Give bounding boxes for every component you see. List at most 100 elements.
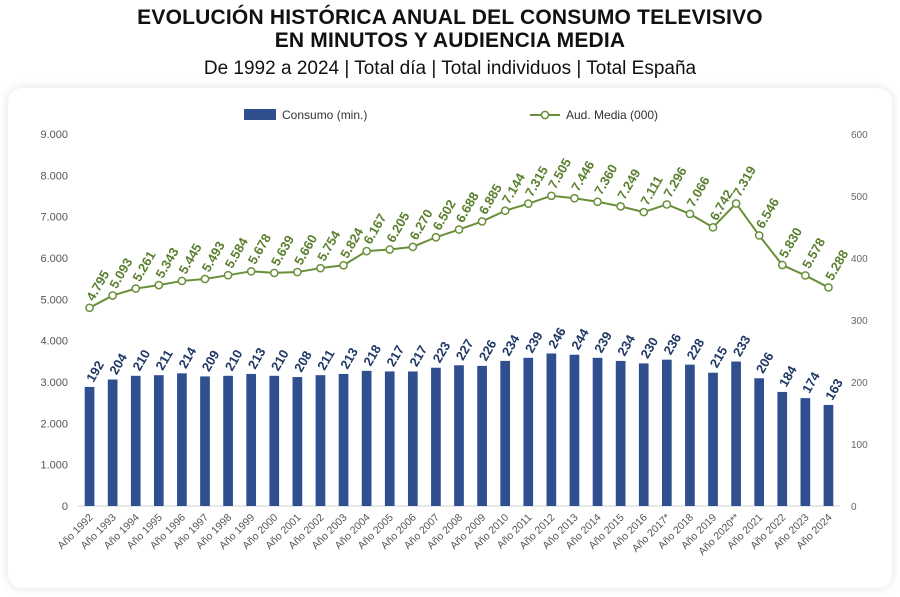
- bar-value-label: 218: [360, 342, 384, 368]
- left-tick-label: 9.000: [40, 129, 68, 141]
- right-tick-label: 0: [851, 502, 857, 513]
- bar: [754, 378, 765, 506]
- line-value-label: 6.205: [383, 209, 412, 245]
- bar: [661, 359, 672, 506]
- chart-title-line-1: EVOLUCIÓN HISTÓRICA ANUAL DEL CONSUMO TE…: [137, 6, 763, 29]
- right-tick-label: 500: [851, 192, 868, 203]
- line-value-label: 7.066: [684, 174, 713, 210]
- chart-panel: Consumo (min.) Aud. Media (000) 0 1.000 2.0…: [8, 88, 892, 588]
- line-point: [639, 207, 649, 217]
- bar-series: 192 204 210 211 214 209 210 213 210 208 211 213 218 2…: [83, 325, 846, 506]
- bar: [177, 373, 187, 506]
- line-point: [223, 270, 233, 280]
- bar-value-label: 215: [707, 344, 731, 370]
- line-value-label: 5.578: [799, 235, 828, 271]
- bar: [130, 375, 141, 506]
- bar-value-label: 163: [822, 376, 846, 402]
- line-point: [362, 246, 371, 256]
- line-point: [454, 225, 464, 234]
- line-value-label: 5.288: [822, 247, 851, 283]
- bar-value-label: 214: [176, 344, 200, 371]
- left-tick-label: 8.000: [40, 170, 68, 182]
- bar-value-label: 174: [799, 369, 823, 396]
- bar: [107, 379, 118, 506]
- line-point: [708, 222, 718, 232]
- bar: [708, 372, 718, 506]
- bar-value-label: 204: [106, 350, 130, 377]
- line-value-label: 5.261: [129, 248, 158, 284]
- chart-subtitle: De 1992 a 2024 | Total día | Total indiv…: [203, 58, 697, 79]
- bar: [569, 354, 580, 506]
- line-point: [131, 284, 141, 293]
- combo-chart: Consumo (min.) Aud. Media (000) 0 1.000 2.0…: [40, 108, 868, 558]
- bar-value-label: 244: [568, 325, 592, 352]
- bar-value-label: 208: [291, 348, 315, 374]
- right-tick-label: 600: [851, 130, 868, 141]
- left-tick-label: 0: [62, 501, 68, 513]
- line-point: [200, 274, 210, 284]
- line-value-label: 7.319: [730, 163, 759, 199]
- right-axis: 0 100 200 300 400 500 600: [851, 130, 868, 513]
- bar-value-label: 230: [637, 335, 661, 361]
- line-point: [269, 268, 279, 278]
- line-value-label: 5.660: [291, 232, 320, 268]
- bar: [523, 357, 534, 506]
- left-tick-label: 6.000: [40, 253, 68, 265]
- line-value-label: 5.830: [776, 225, 805, 261]
- bar: [246, 373, 257, 506]
- line-value-label: 5.343: [152, 245, 181, 281]
- bar: [361, 370, 372, 506]
- line-point: [177, 276, 187, 286]
- bar-value-label: 213: [245, 345, 269, 371]
- bar: [223, 375, 233, 506]
- right-tick-label: 300: [851, 316, 868, 327]
- bar-value-label: 211: [314, 347, 337, 373]
- legend: Consumo (min.) Aud. Media (000): [244, 108, 658, 122]
- bar: [454, 365, 464, 506]
- bar-value-label: 226: [476, 337, 500, 363]
- line-point: [293, 267, 302, 277]
- line-point: [801, 271, 810, 280]
- line-point: [316, 263, 325, 273]
- left-tick-label: 1.000: [40, 460, 68, 472]
- legend-label-aud: Aud. Media (000): [566, 108, 658, 122]
- bar-value-label: 211: [152, 347, 175, 373]
- bar-value-label: 192: [83, 358, 107, 384]
- line-point: [662, 200, 672, 209]
- bar-value-label: 223: [430, 339, 454, 365]
- bar: [292, 377, 303, 506]
- legend-swatch-consumo: [244, 109, 276, 120]
- bar-value-label: 239: [522, 329, 546, 355]
- line-point: [108, 291, 117, 300]
- bar-value-label: 217: [406, 343, 430, 369]
- left-tick-label: 7.000: [40, 212, 68, 224]
- line-point: [408, 242, 418, 252]
- line-point: [154, 280, 164, 290]
- right-tick-label: 400: [851, 254, 868, 265]
- left-tick-label: 4.000: [40, 336, 68, 348]
- line-point: [339, 260, 348, 270]
- bar: [200, 376, 210, 506]
- right-tick-label: 100: [851, 440, 868, 451]
- bar: [84, 386, 95, 506]
- line-point: [616, 202, 625, 211]
- line-series: 4.7955.0935.2615.3435.4455.4935.5845.678…: [83, 156, 851, 313]
- bar: [823, 404, 834, 506]
- bar: [153, 375, 164, 506]
- bar: [384, 371, 395, 506]
- bar: [685, 364, 695, 506]
- line-value-label: 5.445: [176, 241, 205, 277]
- line-value-label: 5.584: [222, 234, 252, 270]
- bar: [638, 363, 649, 506]
- line-point: [685, 209, 695, 219]
- bar: [731, 361, 741, 506]
- right-tick-label: 200: [851, 378, 868, 389]
- line-point: [731, 199, 741, 208]
- bar-value-label: 210: [268, 347, 292, 373]
- bar-value-label: 227: [453, 336, 477, 362]
- bar: [592, 357, 603, 506]
- bar: [800, 398, 811, 506]
- line-point: [523, 199, 533, 208]
- line-value-label: 6.167: [360, 211, 389, 247]
